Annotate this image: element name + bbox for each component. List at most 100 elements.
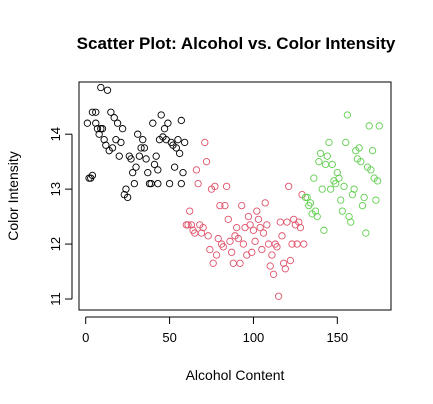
data-point <box>258 245 266 254</box>
data-point <box>177 116 185 125</box>
data-point <box>108 144 117 152</box>
y-axis: 11 12 13 14 <box>48 127 73 306</box>
data-point <box>357 158 365 166</box>
data-point <box>246 221 254 229</box>
data-point <box>219 243 227 251</box>
data-point <box>229 259 237 267</box>
data-point <box>107 108 115 116</box>
data-point <box>253 207 261 215</box>
data-point <box>313 212 321 221</box>
data-point <box>264 240 273 248</box>
data-point <box>276 218 284 226</box>
data-point <box>375 122 383 130</box>
data-point <box>172 144 180 152</box>
data-point <box>347 218 355 226</box>
x-tick-label: 150 <box>326 330 348 345</box>
data-point <box>142 155 150 163</box>
data-point <box>323 152 331 160</box>
data-point <box>278 232 286 240</box>
data-point <box>355 144 363 152</box>
x-axis-label: Alcohol Content <box>186 367 285 383</box>
data-point <box>216 201 224 210</box>
data-point <box>343 111 352 119</box>
data-point <box>194 179 202 188</box>
data-point <box>337 196 345 204</box>
data-point <box>174 136 182 144</box>
data-point <box>263 221 271 229</box>
data-point <box>273 243 281 251</box>
data-point <box>100 136 108 144</box>
data-point <box>130 179 139 188</box>
data-point <box>179 169 187 177</box>
data-point <box>254 215 263 223</box>
data-point <box>175 149 184 158</box>
data-point <box>123 193 132 202</box>
data-point <box>239 240 248 248</box>
data-point <box>134 130 142 138</box>
data-point <box>93 125 102 133</box>
data-point <box>358 201 367 210</box>
data-point <box>103 86 112 94</box>
data-point <box>367 166 375 174</box>
data-point <box>118 125 127 133</box>
data-point <box>281 265 289 273</box>
data-point <box>92 119 100 127</box>
data-point <box>206 245 214 254</box>
x-tick-label: 0 <box>82 330 89 345</box>
data-point <box>221 201 229 210</box>
data-point <box>365 122 373 130</box>
data-point <box>268 251 276 259</box>
data-point <box>211 182 219 191</box>
data-point <box>137 144 145 152</box>
data-point <box>340 182 348 191</box>
data-point <box>350 185 358 193</box>
x-tick-label: 50 <box>162 330 176 345</box>
data-point <box>113 119 122 127</box>
data-point <box>222 182 231 191</box>
data-point <box>295 218 303 226</box>
data-point <box>328 160 336 169</box>
data-point <box>234 234 243 243</box>
data-point <box>331 179 340 188</box>
data-point <box>110 114 118 122</box>
chart-title: Scatter Plot: Alcohol vs. Color Intensit… <box>77 34 396 53</box>
data-point <box>187 221 196 229</box>
data-point <box>259 229 268 237</box>
data-point <box>333 169 341 177</box>
data-point <box>303 193 311 202</box>
plot-frame <box>78 81 392 311</box>
data-point <box>310 174 318 182</box>
data-point <box>204 232 212 240</box>
data-point <box>97 83 105 92</box>
data-point <box>224 215 232 223</box>
data-point <box>373 177 382 185</box>
data-point <box>372 196 380 204</box>
data-point <box>202 158 211 166</box>
data-point <box>345 212 353 221</box>
data-point <box>236 259 244 267</box>
data-point <box>311 207 320 215</box>
data-point <box>266 262 274 270</box>
data-point <box>212 251 221 259</box>
data-point <box>320 226 328 234</box>
data-point <box>238 201 246 210</box>
data-point <box>88 108 97 116</box>
data-point <box>154 179 162 188</box>
data-point <box>318 185 326 193</box>
data-point <box>209 259 217 267</box>
data-point <box>135 152 144 160</box>
data-point <box>164 119 172 127</box>
data-points <box>83 83 383 300</box>
data-point <box>342 138 350 147</box>
data-point <box>127 155 135 163</box>
data-point <box>149 119 157 127</box>
data-point <box>362 229 370 237</box>
data-point <box>227 248 236 256</box>
data-point <box>306 199 315 207</box>
data-point <box>170 163 179 171</box>
data-point <box>95 130 103 138</box>
data-point <box>226 237 234 245</box>
data-point <box>360 193 368 202</box>
y-tick-label: 11 <box>48 292 63 306</box>
